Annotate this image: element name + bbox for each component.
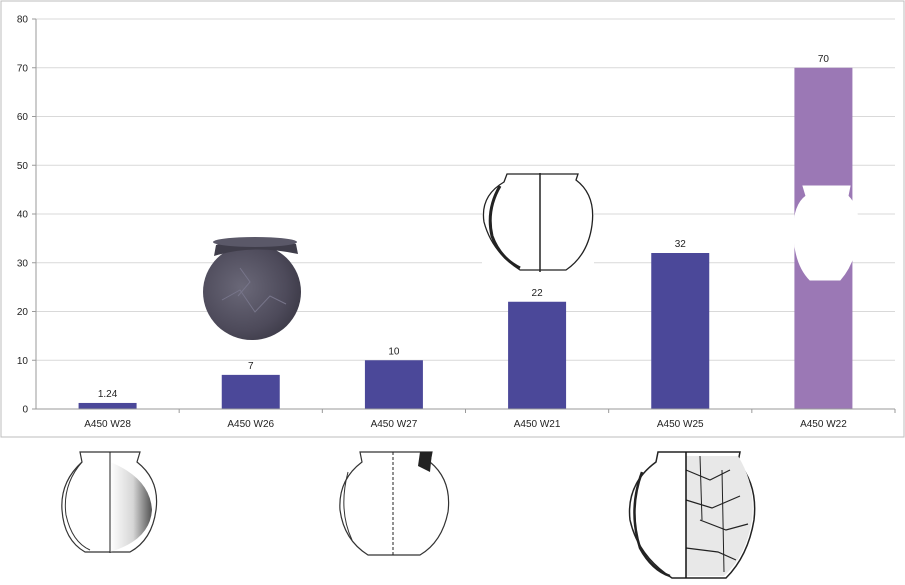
- x-category-label: A450 W26: [227, 419, 274, 430]
- y-tick-label: 60: [17, 112, 29, 123]
- y-tick-label: 70: [17, 63, 29, 74]
- y-tick-label: 40: [17, 210, 29, 221]
- data-label: 70: [818, 54, 830, 65]
- bar: [78, 402, 137, 409]
- gridlines: [36, 18, 895, 361]
- bar: [651, 253, 710, 409]
- x-category-label: A450 W25: [657, 419, 704, 430]
- pottery-drawing-vessel: [628, 451, 756, 579]
- x-axis-categories: A450 W28 A450 W26 A450 W27 A450 W21 A450 W25…: [84, 409, 896, 430]
- data-label: 1.24: [98, 389, 118, 400]
- data-label: 7: [248, 361, 254, 372]
- x-category-label: A450 W27: [371, 419, 418, 430]
- y-tick-label: 10: [17, 356, 29, 367]
- data-label: 22: [532, 288, 544, 299]
- bar: [508, 301, 567, 409]
- y-tick-label: 0: [22, 405, 28, 416]
- bar: [364, 360, 423, 409]
- y-tick-label: 50: [17, 161, 29, 172]
- pottery-drawing-vessel: [339, 451, 450, 556]
- data-label: 32: [675, 239, 687, 250]
- x-category-label: A450 W21: [514, 419, 561, 430]
- y-tick-label: 80: [17, 15, 29, 26]
- data-label: 10: [388, 346, 400, 357]
- pottery-cutout-vessel: [793, 185, 859, 281]
- pottery-drawing-vessel: [61, 451, 158, 553]
- y-tick-label: 30: [17, 258, 29, 269]
- y-tick-label: 20: [17, 307, 29, 318]
- x-category-label: A450 W22: [800, 419, 847, 430]
- chart-frame: [0, 0, 905, 438]
- y-axis-ticks: 0 10 20 30 40 50 60 70 80: [17, 15, 36, 416]
- data-labels: 1.24 7 10 22 32 70: [98, 54, 830, 400]
- x-category-label: A450 W28: [84, 419, 131, 430]
- pottery-outline-vessel: [482, 172, 594, 272]
- pottery-photo-vessel: [203, 237, 301, 340]
- bar: [221, 374, 280, 409]
